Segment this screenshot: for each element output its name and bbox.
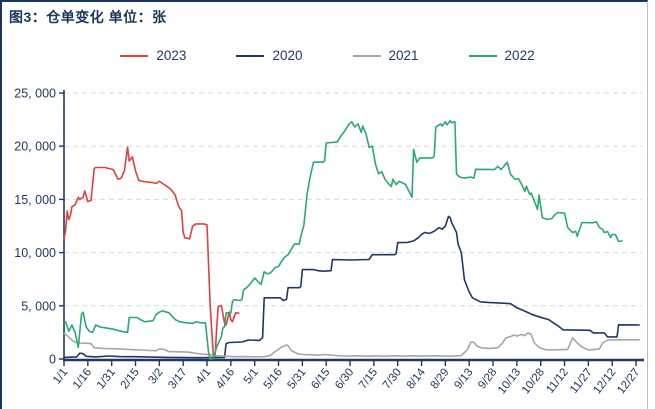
x-tick-label: 6/30 (333, 366, 356, 391)
x-tick-label: 4/16 (214, 366, 237, 391)
legend-item-2021: 2021 (352, 48, 419, 63)
x-tick-label: 5/16 (262, 366, 285, 391)
series-line-2021 (63, 332, 641, 358)
y-tick-label: 0 (49, 353, 56, 367)
x-tick-label: 1/31 (95, 366, 118, 391)
x-tick-label: 8/14 (405, 366, 429, 392)
series-line-2022 (63, 119, 623, 360)
legend-item-2020: 2020 (236, 48, 303, 63)
legend-label-2022: 2022 (504, 48, 535, 63)
y-tick-label: 15, 000 (14, 193, 56, 207)
y-tick-label: 5, 000 (21, 299, 56, 313)
legend-swatch-2020 (236, 54, 265, 57)
x-tick-label: 5/1 (242, 366, 261, 386)
x-tick-label: 1/1 (51, 366, 70, 386)
x-tick-label: 3/2 (146, 366, 165, 386)
x-tick-label: 4/1 (194, 366, 213, 386)
legend-item-2023: 2023 (120, 48, 186, 63)
x-tick-label: 10/28 (520, 366, 547, 396)
legend-item-2022: 2022 (468, 48, 535, 63)
series-line-2020 (63, 215, 641, 359)
y-tick-label: 10, 000 (14, 246, 56, 260)
x-tick-label: 6/15 (309, 366, 332, 391)
legend-label-2023: 2023 (156, 48, 187, 63)
legend-swatch-2021 (352, 54, 381, 57)
legend: 2023 2020 2021 2022 (0, 48, 655, 63)
x-tick-label: 3/17 (166, 366, 189, 391)
x-tick-label: 11/27 (568, 366, 595, 395)
legend-swatch-2022 (468, 54, 497, 57)
x-tick-label: 7/30 (381, 366, 404, 391)
x-tick-label: 2/15 (119, 366, 142, 391)
x-tick-label: 1/16 (71, 366, 94, 391)
x-tick-label: 12/27 (615, 366, 642, 396)
x-tick-label: 9/13 (452, 366, 475, 391)
chart-title: 图3：仓单变化 单位：张 (9, 9, 167, 25)
y-tick-label: 25, 000 (14, 87, 56, 101)
y-tick-label: 20, 000 (14, 140, 56, 154)
x-tick-label: 5/31 (285, 366, 308, 391)
x-tick-label: 7/15 (357, 366, 380, 391)
x-tick-label: 8/29 (428, 366, 451, 391)
series-line-2023 (63, 146, 240, 359)
x-tick-label: 12/12 (591, 366, 618, 396)
x-tick-label: 10/13 (496, 366, 523, 396)
legend-label-2021: 2021 (388, 48, 419, 63)
legend-swatch-2023 (120, 54, 149, 57)
x-tick-label: 11/12 (544, 366, 571, 395)
legend-label-2020: 2020 (272, 48, 303, 63)
